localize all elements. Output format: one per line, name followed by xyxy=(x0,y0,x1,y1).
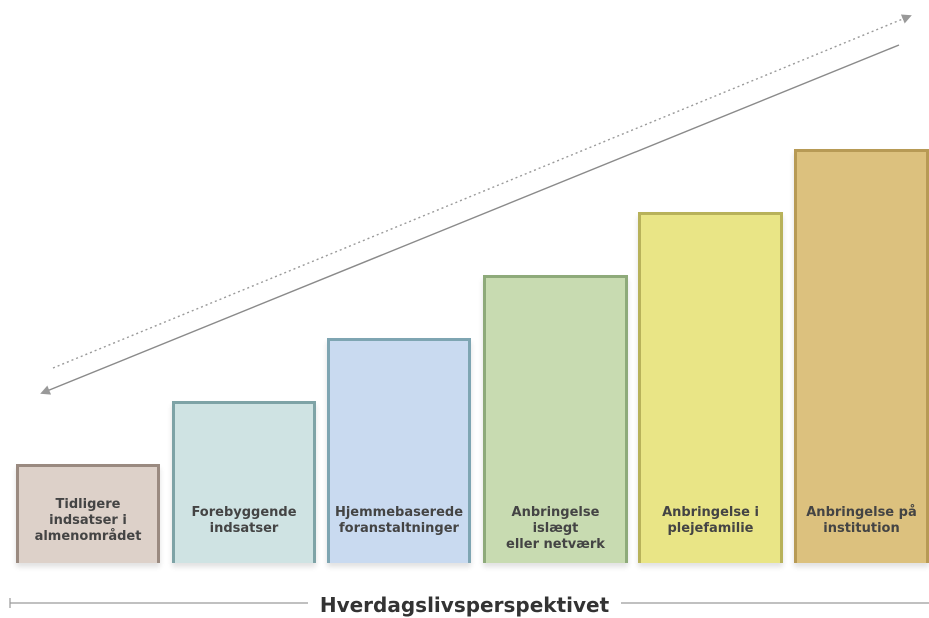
step-label: Anbringelse i plejefamilie xyxy=(662,505,759,536)
step-label: Hjemmebaserede foranstaltninger xyxy=(334,505,464,536)
step-label: Tidligere indsatser i almenområdet xyxy=(34,497,142,544)
step-2: Forebyggende indsatser xyxy=(172,401,316,563)
bottom-axis-label: Hverdagslivsperspektivet xyxy=(307,593,622,617)
step-6: Anbringelse på institution xyxy=(794,149,929,563)
step-4: Anbringelse islægt eller netværk xyxy=(483,275,628,563)
step-1: Tidligere indsatser i almenområdet xyxy=(16,464,160,563)
step-5: Anbringelse i plejefamilie xyxy=(638,212,783,563)
step-label: Forebyggende indsatser xyxy=(191,505,297,536)
step-label: Anbringelse islægt eller netværk xyxy=(506,505,605,552)
step-3: Hjemmebaserede foranstaltninger xyxy=(327,338,471,563)
solid-arrow-down xyxy=(40,44,900,395)
step-label: Anbringelse på institution xyxy=(806,505,917,536)
axis-label-container: Hverdagslivsperspektivet xyxy=(0,592,929,618)
